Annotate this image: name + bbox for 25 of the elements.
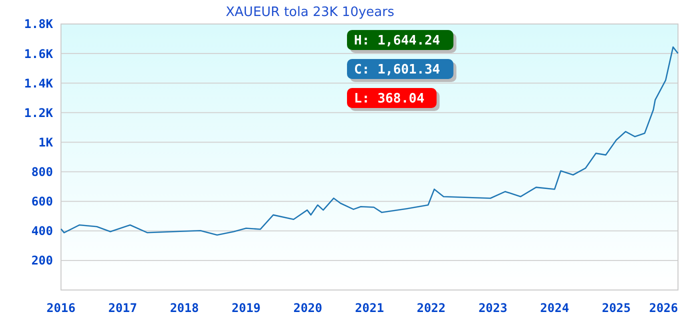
x-tick-label: 2017	[108, 301, 138, 315]
annotation: L: 368.04	[354, 92, 425, 106]
x-tick-label: 2025	[602, 301, 631, 315]
y-tick-label: 1.6K	[24, 46, 54, 61]
x-tick-label: 2021	[355, 301, 384, 315]
annotation: C: 1,601.34	[354, 62, 440, 78]
chart-title: XAUEUR tola 23K 10years	[226, 5, 394, 20]
y-tick-label: 1.4K	[24, 76, 54, 90]
x-tick-label: 2026	[649, 301, 678, 315]
x-tick-label: 2016	[46, 301, 76, 315]
x-tick-label: 2024	[540, 301, 570, 315]
y-tick-label: 400	[31, 224, 53, 238]
y-tick-label: 1.8K	[24, 17, 54, 32]
y-tick-label: 1K	[38, 135, 54, 150]
y-tick-label: 1.2K	[24, 106, 54, 120]
x-tick-label: 2020	[293, 301, 322, 315]
line-series	[60, 46, 679, 236]
y-tick-label: 800	[31, 164, 53, 179]
x-tick-label: 2022	[416, 301, 446, 315]
y-tick-label: 600	[31, 194, 53, 209]
x-tick-label: 2023	[478, 301, 508, 315]
y-tick-label: 200	[31, 254, 53, 268]
x-tick-label: 2019	[232, 301, 261, 315]
x-tick-label: 2018	[170, 301, 199, 315]
annotation: H: 1,644.24	[354, 34, 440, 48]
